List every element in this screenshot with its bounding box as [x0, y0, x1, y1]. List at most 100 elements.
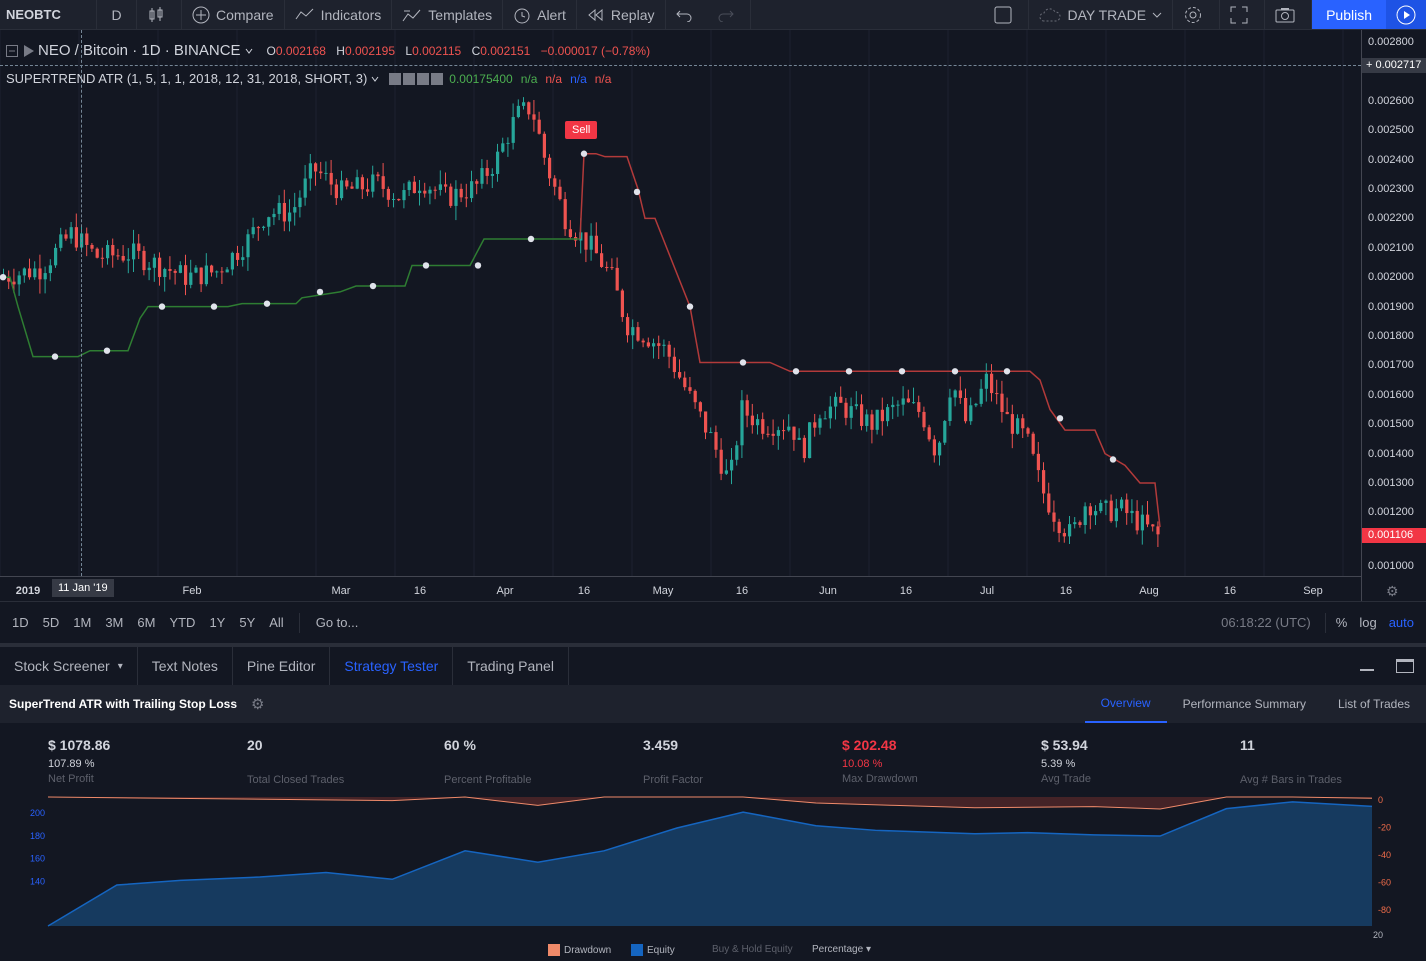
tab-performance-summary[interactable]: Performance Summary — [1182, 697, 1306, 711]
candle-body — [412, 181, 416, 194]
indicator-settings-icon[interactable] — [403, 72, 416, 85]
range-button[interactable]: All — [269, 615, 284, 630]
symbol-title[interactable]: NEO / Bitcoin · 1D · BINANCE — [38, 42, 241, 59]
candle-body — [189, 272, 193, 285]
candle-body — [142, 250, 146, 271]
snapshot-button[interactable] — [1265, 0, 1313, 29]
sell-signal-label[interactable]: Sell — [565, 121, 598, 139]
time-tick: Mar — [331, 585, 351, 597]
candle-body — [1146, 514, 1150, 525]
expand-icon — [1230, 6, 1248, 23]
tab-text-notes[interactable]: Text Notes — [138, 647, 233, 685]
candle-body — [563, 199, 567, 230]
time-tick: 16 — [577, 585, 591, 597]
interval-button[interactable]: D — [97, 0, 137, 29]
replay-button[interactable]: Replay — [577, 0, 666, 29]
undo-button[interactable] — [666, 0, 708, 29]
range-button[interactable]: 1D — [12, 615, 29, 630]
tab-pine-editor[interactable]: Pine Editor — [233, 647, 331, 685]
time-axis[interactable]: 2019 Feb Mar 16 Apr 16 May 16 Jun 16 Jul 16 Aug 16 Sep… — [0, 576, 1361, 601]
clock[interactable]: 06:18:22 (UTC) — [1221, 615, 1311, 630]
range-button[interactable]: 6M — [137, 615, 156, 630]
auto-scale-button[interactable]: auto — [1388, 615, 1414, 630]
price-axis[interactable]: 0.002800 0.002600 0.002500 0.002400 0.002300… — [1361, 30, 1426, 601]
open-key: O — [266, 43, 276, 58]
candle-body — [818, 418, 822, 428]
candle-body — [173, 270, 177, 273]
legend-buyhold[interactable]: Buy & Hold Equity — [712, 944, 793, 955]
trailing-stop-dot — [103, 347, 111, 354]
chevron-down-icon[interactable] — [371, 76, 379, 82]
range-buttons: 1D 5D 1M 3M 6M YTD 1Y 5Y All — [0, 615, 291, 630]
chart-type-button[interactable] — [137, 0, 182, 29]
percent-scale-button[interactable]: % — [1335, 615, 1348, 630]
symbol-search[interactable]: NEOBTC — [0, 0, 97, 29]
candle-body — [568, 229, 572, 238]
fullscreen-button[interactable] — [1220, 0, 1266, 29]
legend-equity[interactable]: Equity — [631, 944, 675, 956]
range-button[interactable]: 5D — [42, 615, 60, 630]
indicator-title[interactable]: SUPERTREND ATR (1, 5, 1, 1, 2018, 12, 31… — [6, 71, 368, 86]
gear-icon[interactable]: ⚙ — [251, 696, 265, 713]
candle-body — [17, 275, 21, 285]
fullscreen-layout-button[interactable] — [984, 0, 1030, 29]
candle-body — [1083, 506, 1087, 526]
percentage-dropdown[interactable]: Percentage ▾ — [812, 944, 871, 955]
range-button[interactable]: 5Y — [239, 615, 256, 630]
maximize-panel-icon[interactable] — [1396, 659, 1414, 673]
compare-button[interactable]: Compare — [182, 0, 285, 29]
templates-button[interactable]: Templates — [392, 0, 504, 29]
log-scale-button[interactable]: log — [1359, 615, 1377, 630]
layout-name: DAY TRADE — [1067, 6, 1147, 23]
candle-body — [990, 373, 994, 394]
time-tick: Jun — [819, 585, 837, 597]
redo-icon — [718, 10, 734, 22]
candle-body — [319, 171, 323, 174]
stream-button[interactable] — [1386, 0, 1426, 29]
tab-overview[interactable]: Overview — [1084, 685, 1167, 723]
price-chart[interactable]: NEO / Bitcoin · 1D · BINANCE O0.002168 H… — [0, 30, 1361, 576]
range-button[interactable]: YTD — [169, 615, 196, 630]
tab-trading-panel[interactable]: Trading Panel — [453, 647, 569, 685]
chevron-down-icon[interactable] — [245, 48, 253, 54]
tab-strategy-tester[interactable]: Strategy Tester — [330, 647, 454, 685]
candle-body — [1073, 522, 1077, 525]
candle-body — [1021, 418, 1025, 429]
stat-sub — [1240, 758, 1342, 771]
undo-icon — [675, 10, 691, 22]
indicators-button[interactable]: Indicators — [285, 0, 393, 29]
indicator-remove-icon[interactable] — [431, 72, 444, 85]
drawdown-tick: -60 — [1378, 878, 1391, 888]
close-key: C — [471, 43, 481, 58]
equity-drawdown-chart[interactable]: 200 180 160 140 0 -20 -40 -60 -80 20 — [0, 790, 1426, 940]
candle-body — [542, 133, 546, 158]
range-button[interactable]: 1M — [73, 615, 92, 630]
candle-body — [371, 174, 375, 192]
minimize-panel-icon[interactable] — [1360, 669, 1374, 671]
candle-body — [1099, 502, 1103, 512]
range-button[interactable]: 3M — [105, 615, 124, 630]
candle-body — [678, 372, 682, 378]
candle-body — [204, 265, 208, 285]
legend-drawdown[interactable]: Drawdown — [548, 944, 611, 956]
collapse-icon[interactable] — [6, 44, 18, 57]
range-button[interactable]: 1Y — [209, 615, 226, 630]
tab-stock-screener[interactable]: Stock Screener ▾ — [0, 647, 138, 685]
candle-body — [293, 207, 297, 213]
redo-button[interactable] — [708, 0, 751, 29]
candle-body — [199, 267, 203, 285]
candle-body — [147, 267, 151, 271]
publish-button[interactable]: Publish — [1312, 0, 1386, 29]
time-axis-settings-icon[interactable]: ⚙ — [1386, 583, 1399, 599]
alert-button[interactable]: Alert — [503, 0, 577, 29]
settings-button[interactable] — [1173, 0, 1221, 29]
top-toolbar: NEOBTC D Compare Indicators Templates Al… — [0, 0, 1426, 30]
indicator-eye-icon[interactable] — [389, 72, 402, 85]
candle-body — [1114, 508, 1118, 522]
tab-list-of-trades[interactable]: List of Trades — [1337, 697, 1410, 711]
goto-button[interactable]: Go to... — [315, 615, 359, 630]
candle-body — [470, 181, 474, 199]
candle-body — [1151, 524, 1155, 527]
layout-menu[interactable]: DAY TRADE — [1029, 0, 1174, 29]
indicator-source-icon[interactable] — [417, 72, 430, 85]
